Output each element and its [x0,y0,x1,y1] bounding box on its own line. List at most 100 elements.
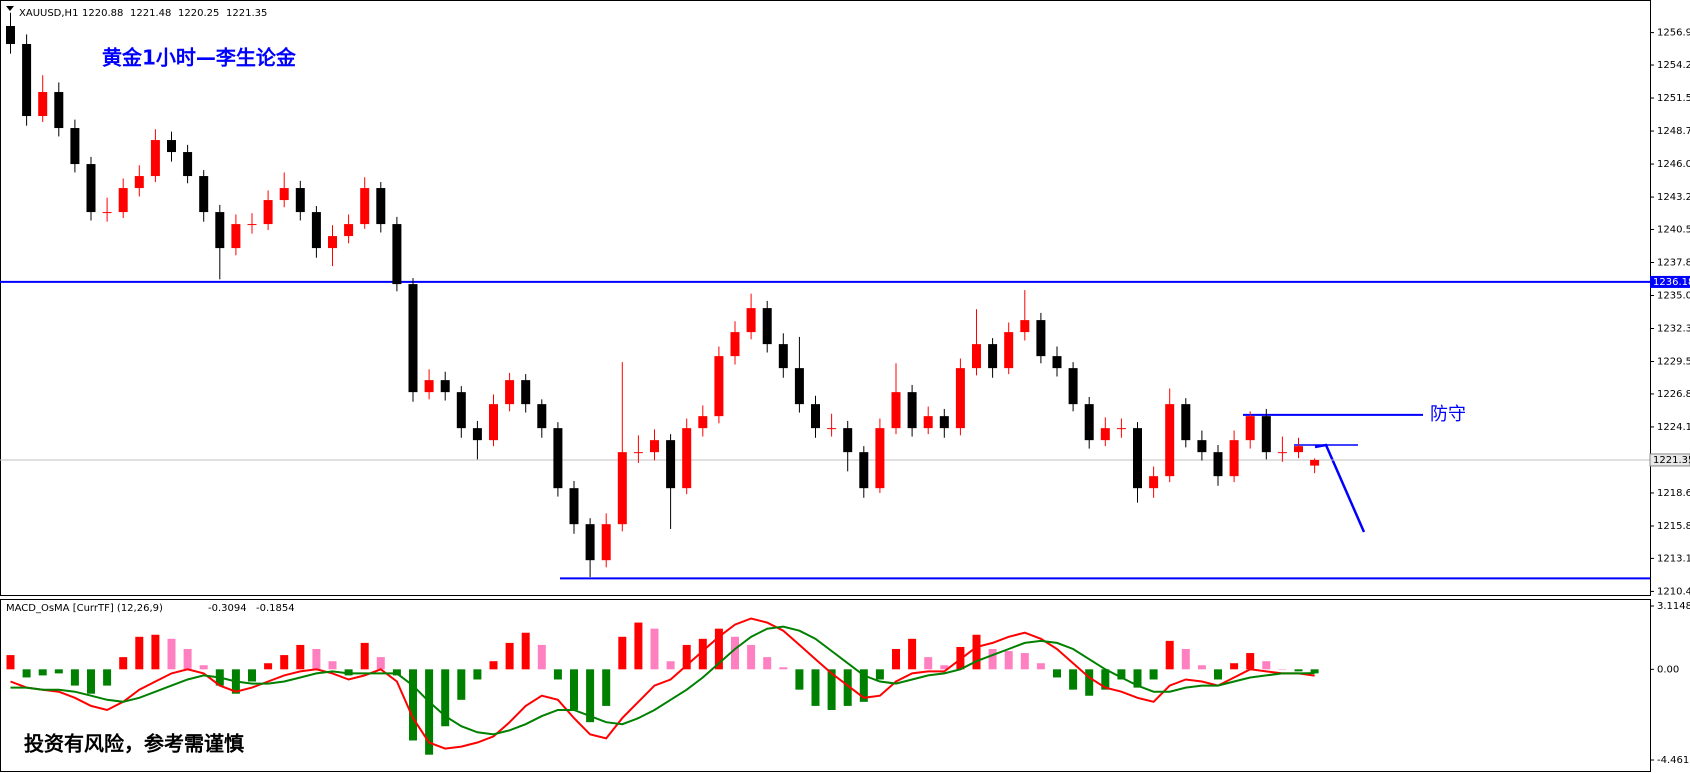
histogram-bar [70,669,79,686]
histogram-bar [505,642,514,670]
histogram-bar [489,661,498,670]
candle-body [1229,440,1239,477]
candle-body [585,524,595,561]
macd-line [10,625,1315,736]
histogram-bar [1036,663,1045,670]
y-tick-label: 1254.25 [1657,60,1690,71]
macd-line [10,617,1315,750]
histogram-bar [473,669,482,680]
candle-body [344,224,354,237]
candle-body [1116,428,1126,430]
candle-body [134,176,144,189]
histogram-bar [1101,669,1110,690]
current-price-label: 1221.35 [1653,455,1690,466]
candle-body [1310,459,1320,466]
candle-body [392,224,402,285]
histogram-bar [296,644,305,670]
candle-body [1004,332,1014,369]
candle-body [633,452,643,454]
y-tick-label: 1224.10 [1657,422,1690,433]
candle-body [521,380,531,405]
candle-body [955,368,965,429]
histogram-bar [183,648,192,670]
candle-body [1261,416,1271,453]
candle-body [1294,446,1303,453]
histogram-bar [586,669,595,723]
histogram-bar [54,669,63,674]
histogram-bar [859,669,868,702]
candle-body [231,224,241,249]
histogram-bar [312,648,321,670]
candle-body [827,428,837,430]
candle-body [263,200,273,225]
y-tick-label: 1210.40 [1657,586,1690,597]
histogram-bar [763,657,772,670]
header-value: 1220.25 [178,8,219,19]
candle-body [843,428,853,453]
y-tick-label: -4.4611 [1657,755,1690,766]
y-tick-label: 3.1148 [1657,601,1690,612]
histogram-bar [1278,669,1287,670]
candle-body [167,140,176,153]
histogram-bar [1294,669,1303,672]
histogram-bar [344,669,353,676]
candle-body [472,428,482,441]
histogram-bar [1197,665,1206,670]
histogram-bar [682,644,691,670]
candle-body [939,416,949,429]
y-tick-label: 1235.05 [1657,290,1690,301]
histogram-bar [376,657,385,670]
histogram-bar [924,657,933,670]
header-value: 1221.48 [130,8,171,19]
histogram-bar [553,669,562,680]
chart-title: 黄金1小时—李生论金 [102,46,297,70]
histogram-bar [1069,669,1078,690]
histogram-bar [167,638,176,670]
histogram-bar [570,669,578,710]
candle-body [1020,320,1030,333]
menu-arrow[interactable] [6,6,14,11]
histogram-bar [264,663,273,670]
y-tick-label: 1246.00 [1657,159,1690,170]
candle-body [875,428,885,489]
candle-body [988,344,998,369]
candle-body [859,452,869,489]
candle-body [1036,320,1046,357]
candle-body [907,392,917,429]
candle-body [22,44,32,117]
candle-body [1052,356,1062,369]
candle-body [215,212,225,249]
candle-body [1197,440,1207,453]
histogram-bar [1310,669,1319,674]
histogram-bar [328,661,337,670]
y-tick-label: 1256.95 [1657,28,1690,39]
candle-body [1084,404,1094,441]
candle-body [408,284,418,393]
histogram-bar [457,669,466,700]
histogram-bar [1133,669,1142,688]
candle-body [1245,416,1255,441]
candle-body [1068,368,1078,405]
histogram-bar [441,669,450,727]
y-tick-label: 1240.55 [1657,224,1690,235]
candle-body [666,440,676,489]
histogram-bar [698,638,707,670]
y-tick-label: 1215.85 [1657,521,1690,532]
histogram-bar [151,634,160,670]
histogram-bar [248,669,256,682]
candle-body [360,188,370,225]
candle-body [891,392,901,429]
candle-body [1133,428,1142,489]
candle-body [279,188,289,201]
histogram-bar [892,648,900,670]
y-tick-label: 1251.50 [1657,93,1690,104]
y-tick-label: 1213.15 [1657,553,1690,564]
histogram-bar [1246,653,1255,670]
candle-body [311,212,321,249]
y-tick-label: 1226.85 [1657,389,1690,400]
price-label-box [1649,453,1690,467]
main-panel [0,0,1651,596]
histogram-bar [22,669,31,678]
candle-body [1213,452,1223,477]
histogram-bar [988,648,997,670]
